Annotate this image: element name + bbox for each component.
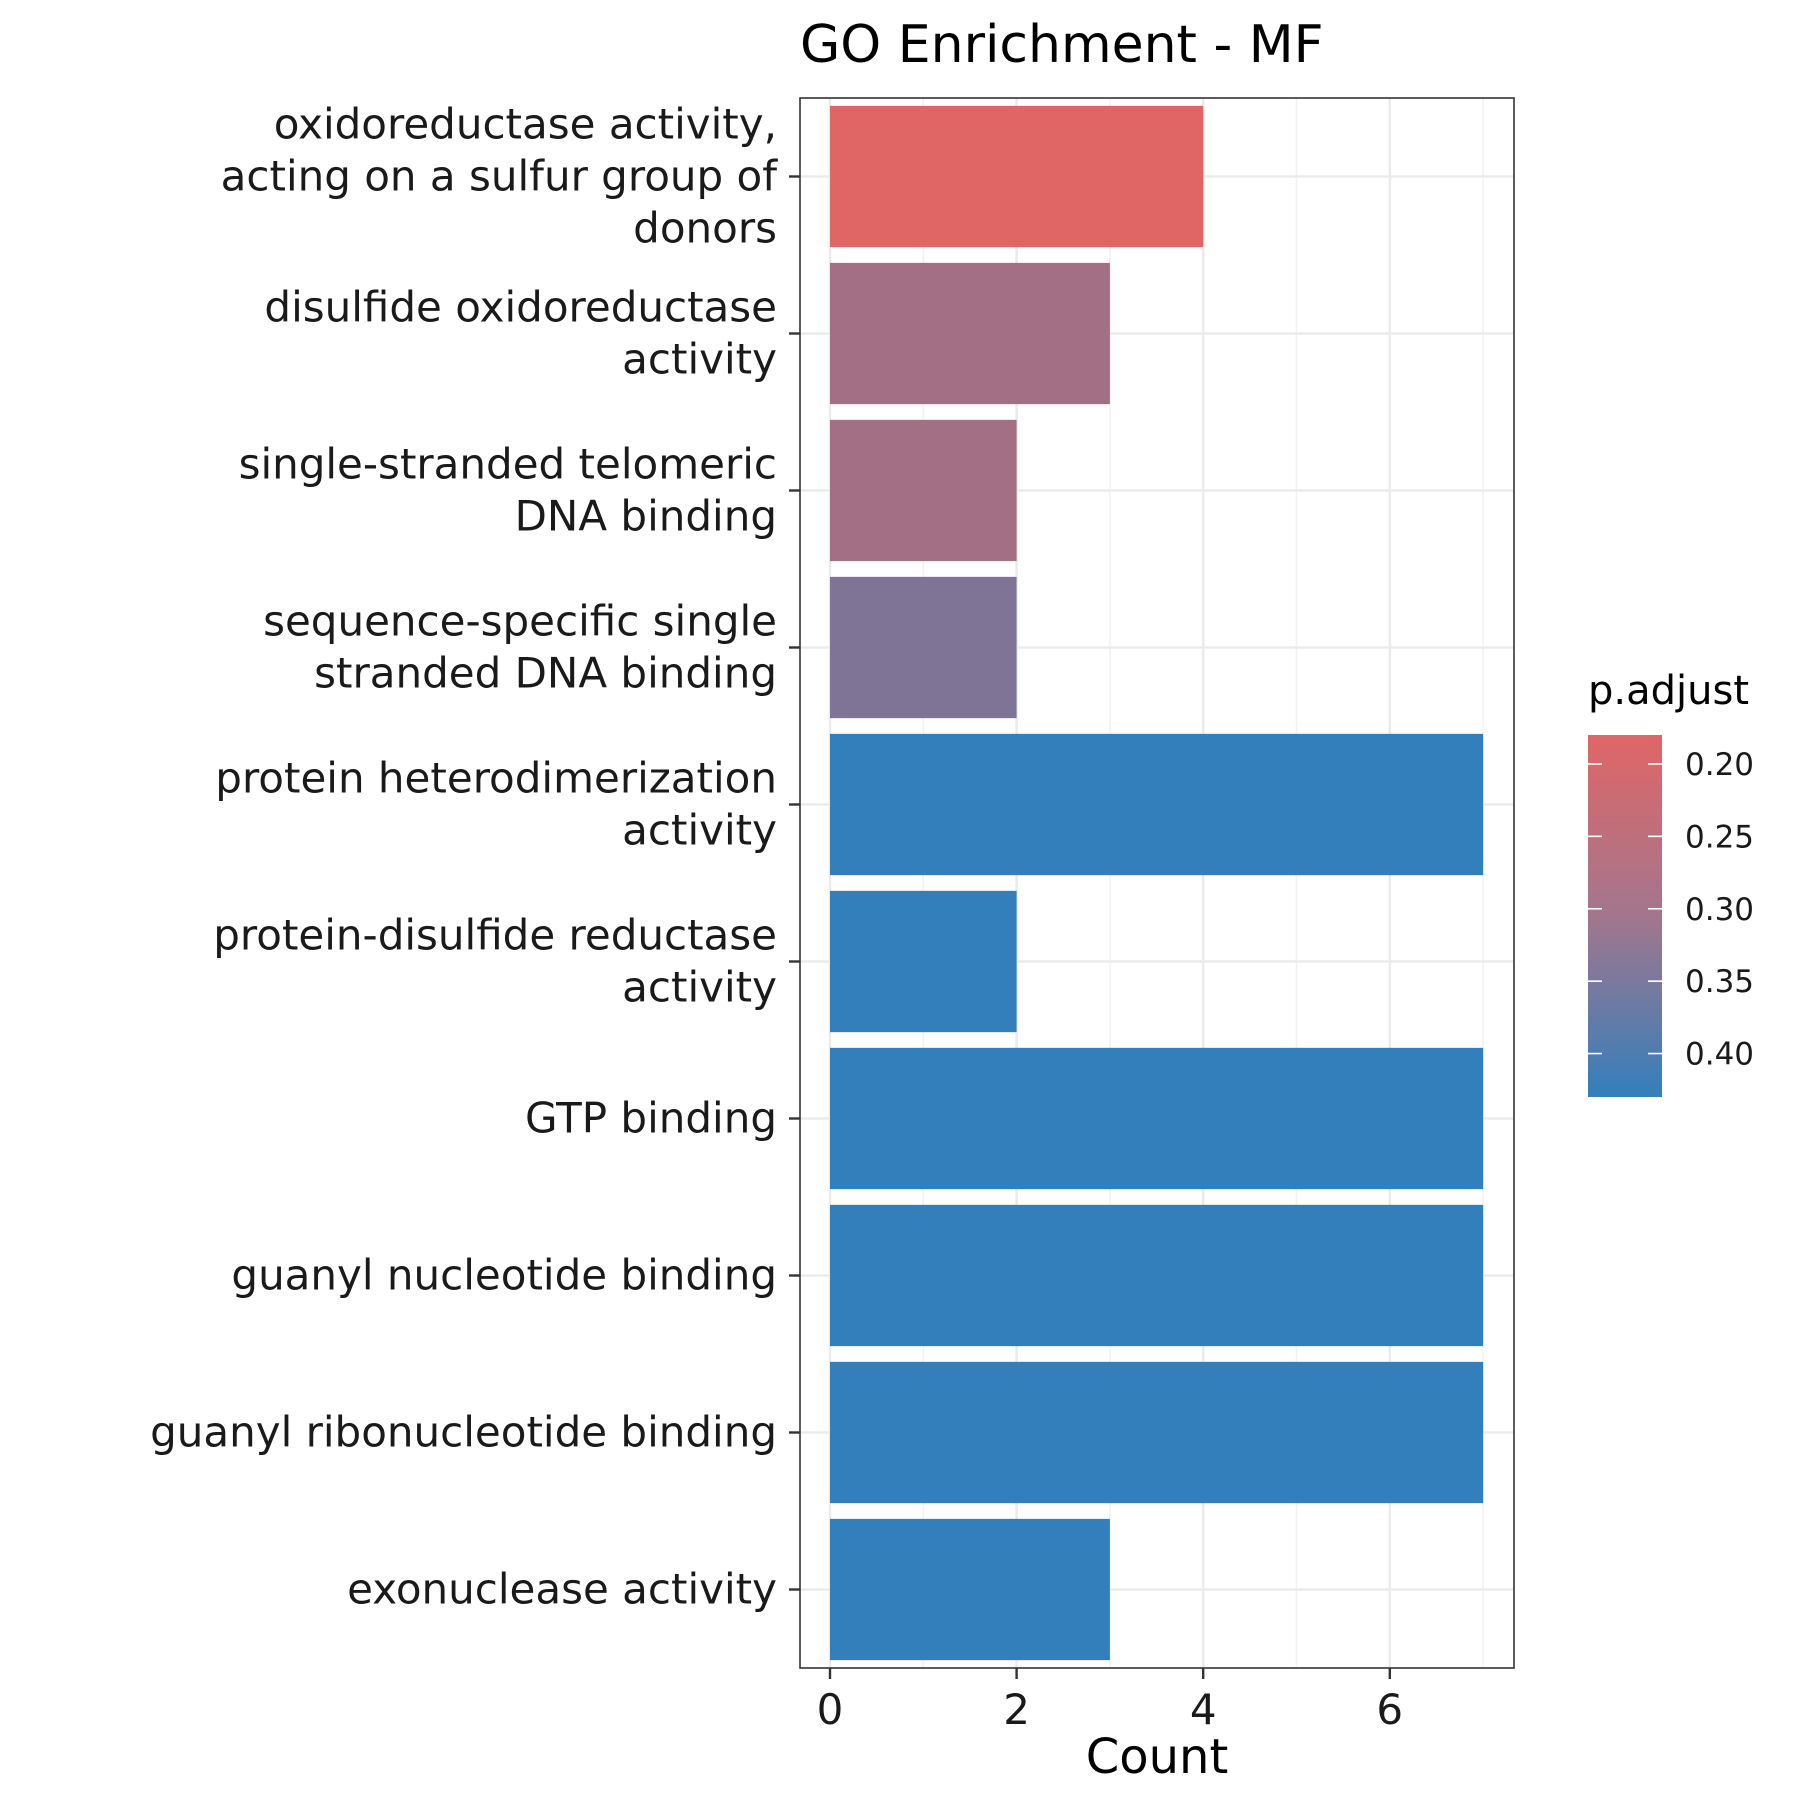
y-axis-label: exonuclease activity bbox=[347, 1565, 777, 1614]
colorbar-tick-label: 0.25 bbox=[1685, 819, 1754, 855]
bar bbox=[830, 576, 1017, 719]
colorbar-tick-label: 0.35 bbox=[1685, 964, 1754, 1000]
chart-title: GO Enrichment - MF bbox=[800, 15, 1324, 75]
y-axis-label-line: donors bbox=[633, 204, 777, 253]
y-axis-label-line: activity bbox=[622, 963, 777, 1012]
y-axis-labels: oxidoreductase activity, acting on a sulf… bbox=[150, 100, 800, 1614]
x-tick-label: 2 bbox=[1003, 1685, 1030, 1734]
colorbar-legend: p.adjust 0.20 0.25 0.30 0.35 0.40 bbox=[1588, 668, 1754, 1097]
y-axis-label: disulfide oxidoreductase activity bbox=[264, 283, 777, 384]
y-axis-label-line: activity bbox=[622, 806, 777, 855]
x-tick-label: 6 bbox=[1376, 1685, 1403, 1734]
y-axis-label-line: protein-disulfide reductase bbox=[213, 911, 777, 960]
y-axis-label-line: sequence-specific single bbox=[263, 597, 777, 646]
y-axis-label-line: disulfide oxidoreductase bbox=[264, 283, 777, 332]
bar bbox=[830, 262, 1110, 405]
y-axis-label-line: exonuclease activity bbox=[347, 1565, 777, 1614]
y-axis-label-line: activity bbox=[622, 335, 777, 384]
y-axis-label-line: GTP binding bbox=[525, 1094, 777, 1143]
bar bbox=[830, 1361, 1484, 1504]
colorbar-tick-label: 0.20 bbox=[1685, 747, 1754, 783]
y-axis-label-line: stranded DNA binding bbox=[314, 649, 777, 698]
bar bbox=[830, 1518, 1110, 1661]
plot-panel-border bbox=[799, 97, 1515, 1669]
y-axis-label: single-stranded telomeric DNA binding bbox=[239, 440, 777, 541]
bars bbox=[830, 105, 1484, 1661]
y-axis-label-line: guanyl nucleotide binding bbox=[231, 1251, 777, 1300]
y-axis-label-line: oxidoreductase activity, bbox=[274, 100, 777, 149]
y-axis-label: guanyl nucleotide binding bbox=[231, 1251, 777, 1300]
x-tick-label: 0 bbox=[817, 1685, 844, 1734]
colorbar-tick-label: 0.30 bbox=[1685, 892, 1754, 928]
y-axis-label: oxidoreductase activity, acting on a sulf… bbox=[221, 100, 779, 253]
y-axis-label: protein-disulfide reductase activity bbox=[213, 911, 777, 1012]
y-axis-label-line: DNA binding bbox=[515, 492, 777, 541]
bar bbox=[830, 419, 1017, 562]
y-axis-label-line: guanyl ribonucleotide binding bbox=[150, 1408, 777, 1457]
x-axis-title: Count bbox=[1086, 1729, 1229, 1785]
x-tick-label: 4 bbox=[1190, 1685, 1217, 1734]
bar bbox=[830, 1204, 1484, 1347]
y-axis-label: GTP binding bbox=[525, 1094, 777, 1143]
legend-title: p.adjust bbox=[1588, 668, 1749, 714]
y-axis-label-line: single-stranded telomeric bbox=[239, 440, 777, 489]
x-axis: 0 2 4 6 bbox=[817, 1668, 1403, 1734]
colorbar-ticks: 0.20 0.25 0.30 0.35 0.40 bbox=[1588, 747, 1754, 1073]
bar bbox=[830, 733, 1484, 876]
colorbar bbox=[1588, 735, 1662, 1097]
bar bbox=[830, 890, 1017, 1033]
bar bbox=[830, 1047, 1484, 1190]
y-axis-label-line: acting on a sulfur group of bbox=[221, 152, 779, 201]
y-axis-label: guanyl ribonucleotide binding bbox=[150, 1408, 777, 1457]
y-axis-label: protein heterodimerization activity bbox=[215, 754, 777, 855]
y-axis-label-line: protein heterodimerization bbox=[215, 754, 777, 803]
bar bbox=[830, 105, 1204, 248]
colorbar-tick-label: 0.40 bbox=[1685, 1037, 1754, 1073]
y-axis-label: sequence-specific single stranded DNA bin… bbox=[263, 597, 777, 698]
